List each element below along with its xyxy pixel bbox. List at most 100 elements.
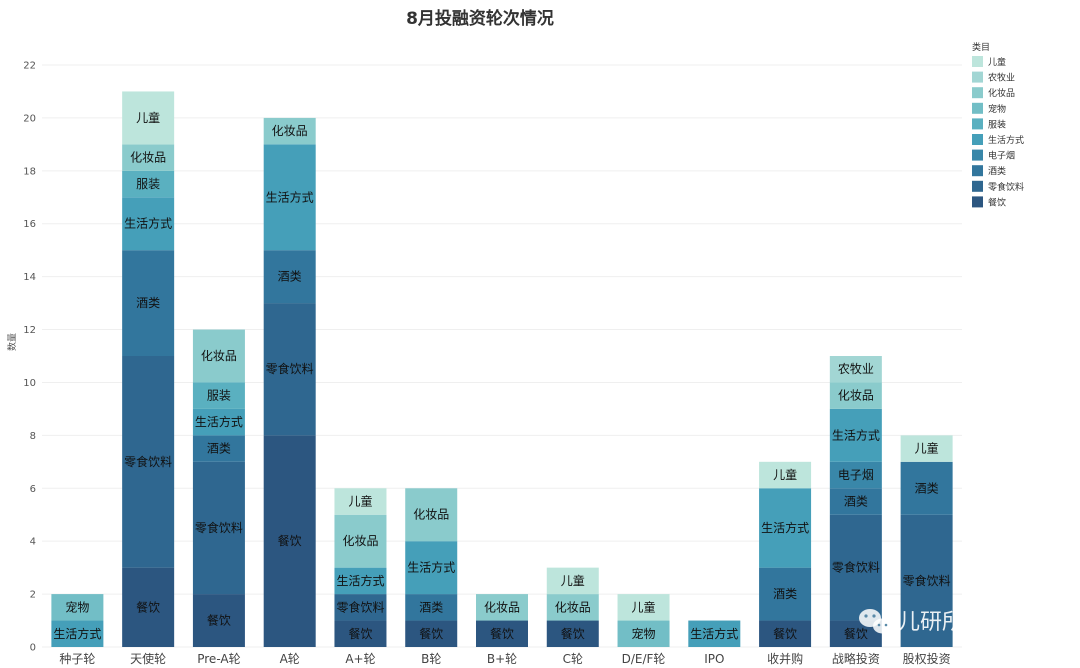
legend-swatch[interactable] [972, 149, 983, 161]
bar-segment[interactable] [192, 329, 245, 383]
segment-label: 生活方式 [336, 573, 384, 588]
bar-segment[interactable] [900, 514, 953, 647]
segment-label: 生活方式 [266, 189, 314, 204]
bar-segment[interactable] [476, 594, 528, 621]
bar-segment[interactable] [263, 435, 316, 647]
bar-segment[interactable] [405, 594, 458, 621]
segment-label: 餐饮 [419, 626, 443, 641]
x-tick-label: 天使轮 [130, 651, 166, 666]
bar-segment[interactable] [759, 567, 812, 621]
bar-segment[interactable] [122, 91, 175, 145]
bar-segment[interactable] [546, 567, 599, 595]
bar-segment[interactable] [192, 435, 245, 462]
segment-label: 餐饮 [844, 626, 868, 641]
segment-label: 化妆品 [272, 124, 308, 138]
bar-segment[interactable] [122, 356, 175, 568]
segment-label: 生活方式 [195, 414, 243, 429]
bar-segment[interactable] [829, 461, 882, 489]
bar-segment[interactable] [122, 567, 175, 647]
bar-segment[interactable] [192, 408, 245, 436]
legend-swatch[interactable] [972, 180, 983, 192]
bar-segment[interactable] [122, 144, 175, 171]
x-tick-label: D/E/F轮 [622, 652, 666, 666]
bar-segment[interactable] [829, 382, 882, 409]
bar-segment[interactable] [122, 250, 175, 356]
legend-item-label: 酒类 [988, 165, 1006, 177]
bar-segment[interactable] [122, 170, 175, 198]
segment-label: 酒类 [419, 600, 443, 614]
wechat-icon [859, 609, 891, 634]
bar-segment[interactable] [405, 541, 458, 595]
segment-label: 服装 [207, 389, 231, 403]
segment-label: 餐饮 [773, 626, 797, 641]
bar-segment[interactable] [334, 567, 387, 595]
segment-label: 零食饮料 [124, 454, 172, 469]
bar-segment[interactable] [688, 620, 741, 647]
y-tick-label: 14 [23, 272, 36, 283]
segment-label: 零食饮料 [195, 520, 243, 535]
watermark-text: 儿研所Club [898, 610, 1013, 635]
segment-label: 化妆品 [838, 389, 874, 403]
segment-label: 零食饮料 [832, 560, 880, 575]
legend-swatch[interactable] [972, 102, 983, 114]
legend-item-label: 宠物 [988, 103, 1006, 115]
legend-item-label: 化妆品 [988, 87, 1015, 99]
segment-label: 酒类 [278, 270, 302, 284]
y-tick-label: 22 [23, 61, 36, 72]
bar-segment[interactable] [900, 461, 953, 515]
bar-segment[interactable] [829, 408, 882, 462]
bar-segment[interactable] [617, 594, 670, 621]
bar-segment[interactable] [476, 620, 528, 647]
bar-segment[interactable] [829, 356, 882, 383]
segment-label: 生活方式 [124, 216, 172, 231]
x-axis: 种子轮 天使轮 Pre-A轮 A轮 A+轮 B轮 B+轮 C轮 D/E/F轮 IPO 收并购 战略投资… [59, 651, 950, 666]
bar-segment[interactable] [263, 144, 316, 251]
segment-label: 儿童 [632, 599, 656, 614]
segment-label: 餐饮 [561, 626, 585, 641]
legend-swatch[interactable] [972, 165, 983, 177]
segment-label: 化妆品 [484, 600, 520, 614]
segment-label: 儿童 [561, 573, 585, 588]
bar-segment[interactable] [759, 461, 812, 489]
segment-label: 餐饮 [136, 599, 160, 614]
bar-segment[interactable] [192, 461, 245, 595]
legend-swatch[interactable] [972, 87, 983, 99]
bar-segment[interactable] [192, 594, 245, 647]
segment-label: 化妆品 [555, 600, 591, 614]
bar-segment[interactable] [759, 488, 812, 568]
legend-swatch[interactable] [972, 196, 983, 208]
bar-segment[interactable] [334, 594, 387, 621]
bar-segment[interactable] [334, 488, 387, 515]
segment-label: 生活方式 [832, 427, 880, 442]
legend-swatch[interactable] [972, 134, 983, 145]
chart-title: 8月投融资轮次情况 [406, 8, 554, 29]
bar-segment[interactable] [900, 435, 953, 462]
bar-segment[interactable] [405, 488, 458, 542]
bar-segment[interactable] [546, 594, 599, 621]
bar-segment[interactable] [829, 514, 882, 621]
segment-label: 餐饮 [278, 533, 302, 548]
x-tick-label: 战略投资 [832, 651, 880, 666]
bar-segment[interactable] [546, 620, 599, 647]
bar-segment[interactable] [192, 382, 245, 409]
bar-segment[interactable] [263, 303, 316, 436]
segment-label: 化妆品 [342, 534, 378, 548]
legend-swatch[interactable] [972, 118, 983, 130]
bar-segment[interactable] [405, 620, 458, 647]
bar-segment[interactable] [51, 620, 104, 647]
bar-segment[interactable] [617, 620, 670, 647]
bar-segment[interactable] [829, 488, 882, 515]
bar-segment[interactable] [334, 514, 387, 568]
x-tick-label: B+轮 [487, 652, 517, 666]
bar-segment[interactable] [263, 117, 316, 145]
bar-segment[interactable] [334, 620, 387, 647]
bar-segment[interactable] [51, 594, 104, 621]
legend-swatch[interactable] [972, 56, 983, 67]
bar-segment[interactable] [122, 197, 175, 251]
bar-segment[interactable] [759, 620, 812, 647]
segment-label: 化妆品 [201, 349, 237, 363]
legend-swatch[interactable] [972, 71, 983, 83]
bar-segment[interactable] [263, 250, 316, 304]
